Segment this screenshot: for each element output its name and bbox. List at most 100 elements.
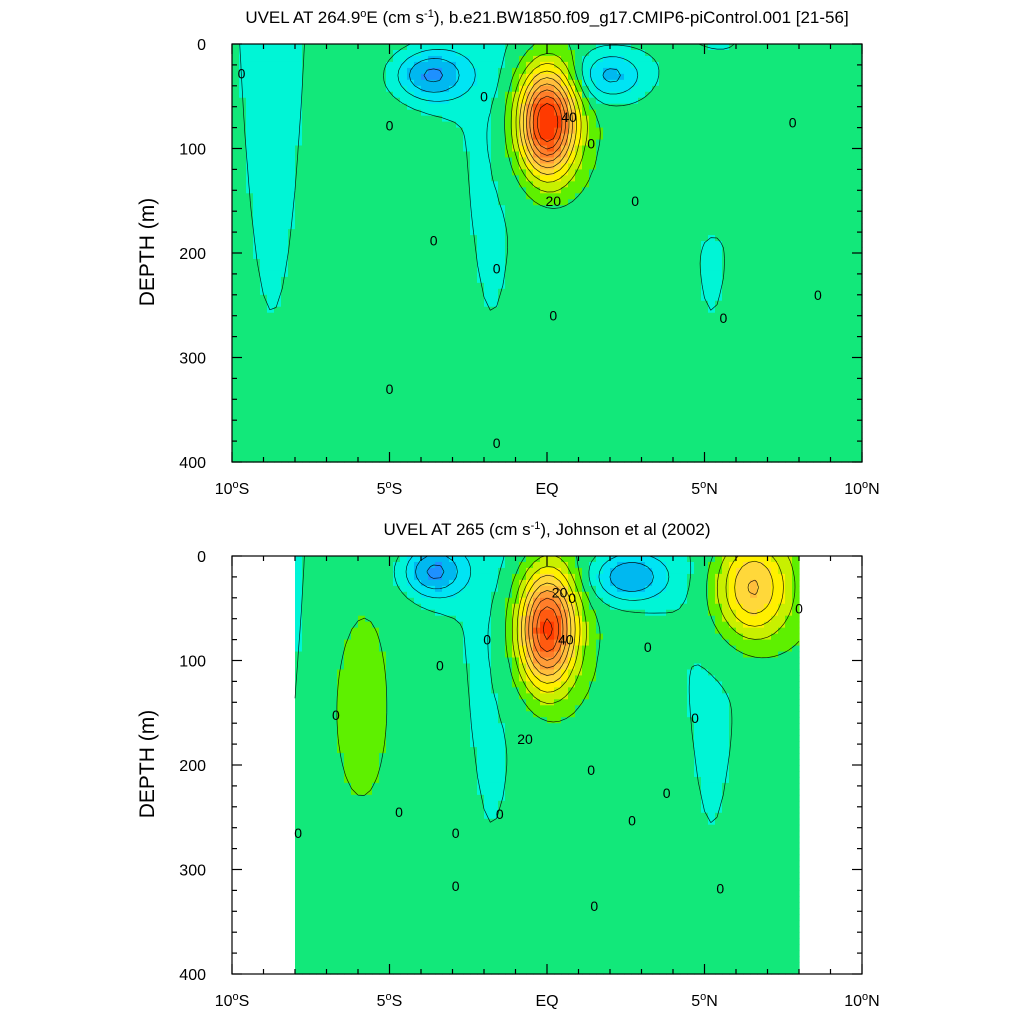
field-cell (610, 384, 618, 391)
field-cell (568, 258, 576, 266)
field-cell (267, 282, 275, 290)
field-cell (253, 384, 261, 391)
field-cell (421, 205, 429, 212)
field-cell (386, 193, 394, 200)
field-cell (281, 432, 289, 439)
field-cell (666, 288, 674, 296)
field-cell (715, 438, 723, 445)
field-cell (330, 163, 338, 170)
field-cell (715, 181, 723, 188)
field-cell (435, 408, 443, 415)
field-cell (526, 390, 534, 397)
field-cell (330, 139, 338, 147)
field-cell (512, 276, 520, 284)
field-cell (414, 121, 422, 129)
field-cell (533, 354, 541, 362)
field-cell (267, 121, 275, 129)
field-cell (351, 205, 359, 212)
field-cell (540, 44, 548, 51)
field-cell (645, 444, 653, 451)
field-cell (302, 396, 310, 403)
field-cell (624, 55, 632, 63)
field-cell (484, 223, 492, 230)
field-cell (246, 426, 254, 433)
field-cell (330, 396, 338, 403)
field-cell (491, 384, 499, 391)
field-cell (358, 223, 366, 230)
field-cell (484, 366, 492, 374)
field-cell (421, 312, 429, 320)
field-cell (589, 366, 597, 374)
field-cell (631, 366, 639, 374)
field-cell (715, 270, 723, 278)
field-cell (372, 324, 380, 332)
field-cell (407, 73, 415, 81)
field-cell (386, 318, 394, 326)
field-cell (680, 270, 688, 278)
field-cell (239, 270, 247, 278)
field-cell (435, 288, 443, 296)
field-cell (519, 378, 527, 385)
field-cell (463, 253, 471, 260)
field-cell (456, 258, 464, 266)
field-cell (519, 318, 527, 326)
field-cell (267, 211, 275, 218)
field-cell (666, 426, 674, 433)
field-cell (512, 163, 520, 170)
field-cell (435, 187, 443, 194)
field-cell (386, 300, 394, 308)
field-cell (673, 456, 681, 463)
field-cell (260, 294, 268, 302)
field-cell (505, 276, 513, 284)
field-cell (617, 420, 625, 427)
field-cell (442, 223, 450, 230)
field-cell (659, 181, 667, 188)
field-cell (274, 103, 282, 111)
field-cell (680, 366, 688, 374)
field-cell (274, 115, 282, 123)
field-cell (372, 91, 380, 99)
field-cell (729, 157, 737, 165)
field-cell (337, 175, 345, 182)
field-cell (449, 426, 457, 433)
field-cell (708, 211, 716, 218)
field-cell (449, 151, 457, 159)
field-cell (288, 73, 296, 81)
field-cell (435, 354, 443, 362)
field-cell (239, 288, 247, 296)
field-cell (246, 342, 254, 350)
field-cell (281, 217, 289, 224)
field-cell (610, 127, 618, 135)
field-cell (407, 324, 415, 332)
field-cell (246, 217, 254, 224)
field-cell (631, 312, 639, 320)
field-cell (407, 288, 415, 296)
field-cell (344, 378, 352, 385)
field-cell (400, 115, 408, 123)
field-cell (393, 438, 401, 445)
field-cell (358, 402, 366, 409)
field-cell (694, 306, 702, 314)
field-cell (288, 49, 296, 57)
field-cell (694, 366, 702, 374)
field-cell (582, 91, 590, 99)
field-cell (526, 324, 534, 332)
field-cell (715, 378, 723, 385)
field-cell (274, 205, 282, 212)
field-cell (449, 294, 457, 302)
field-cell (610, 73, 618, 81)
field-cell (316, 49, 324, 57)
field-cell (722, 372, 730, 379)
field-cell (540, 282, 548, 290)
field-cell (449, 169, 457, 176)
field-cell (365, 426, 373, 433)
field-cell (463, 348, 471, 356)
field-cell (582, 253, 590, 260)
field-cell (232, 44, 240, 51)
field-cell (603, 217, 611, 224)
field-cell (400, 330, 408, 338)
field-cell (456, 109, 464, 117)
field-cell (463, 426, 471, 433)
field-cell (715, 384, 723, 391)
field-cell (421, 444, 429, 451)
